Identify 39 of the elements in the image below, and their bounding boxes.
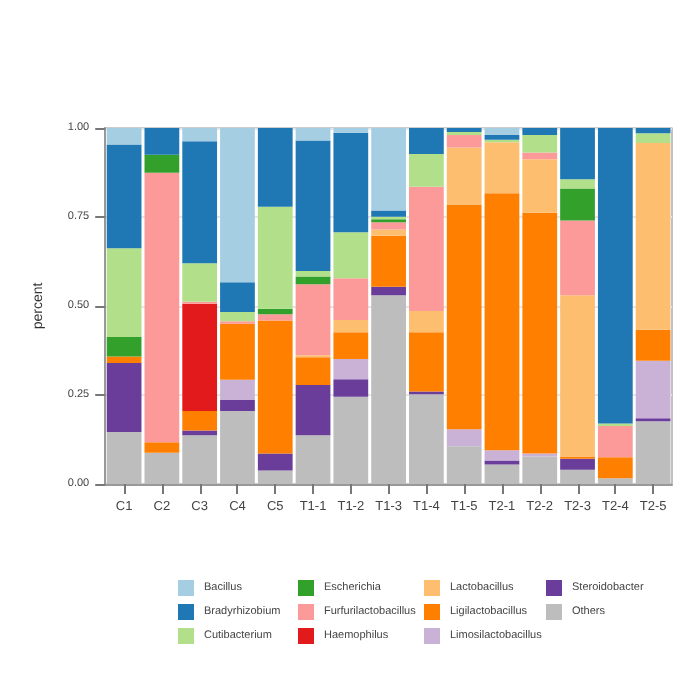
bar <box>182 303 218 412</box>
bar <box>333 319 369 333</box>
bar <box>257 453 293 471</box>
bar <box>106 356 142 363</box>
bar <box>635 360 671 419</box>
bar <box>371 235 406 287</box>
bar <box>182 411 218 431</box>
bar <box>220 399 255 412</box>
bar <box>409 153 444 187</box>
bar <box>106 144 142 249</box>
bar <box>333 359 369 380</box>
bar <box>371 286 406 296</box>
bar <box>144 154 180 173</box>
bar <box>484 128 520 136</box>
bar <box>220 282 255 313</box>
bar <box>560 179 595 189</box>
bar <box>257 308 293 315</box>
bar <box>409 310 444 333</box>
bar <box>106 432 142 484</box>
bar <box>371 229 406 236</box>
bar <box>446 429 482 447</box>
bar <box>446 135 482 148</box>
bar <box>635 142 671 330</box>
bar <box>182 263 218 302</box>
bar <box>560 220 595 296</box>
bar <box>106 128 142 145</box>
bar <box>635 329 671 361</box>
bar <box>106 336 142 357</box>
bar <box>295 276 331 285</box>
bar <box>144 442 180 453</box>
bar <box>220 312 255 322</box>
bar <box>597 425 633 458</box>
bar <box>106 362 142 433</box>
bar <box>560 295 595 457</box>
bar <box>560 458 595 470</box>
bar <box>106 248 142 337</box>
bar <box>635 133 671 143</box>
bar <box>560 188 595 221</box>
bar <box>220 379 255 400</box>
